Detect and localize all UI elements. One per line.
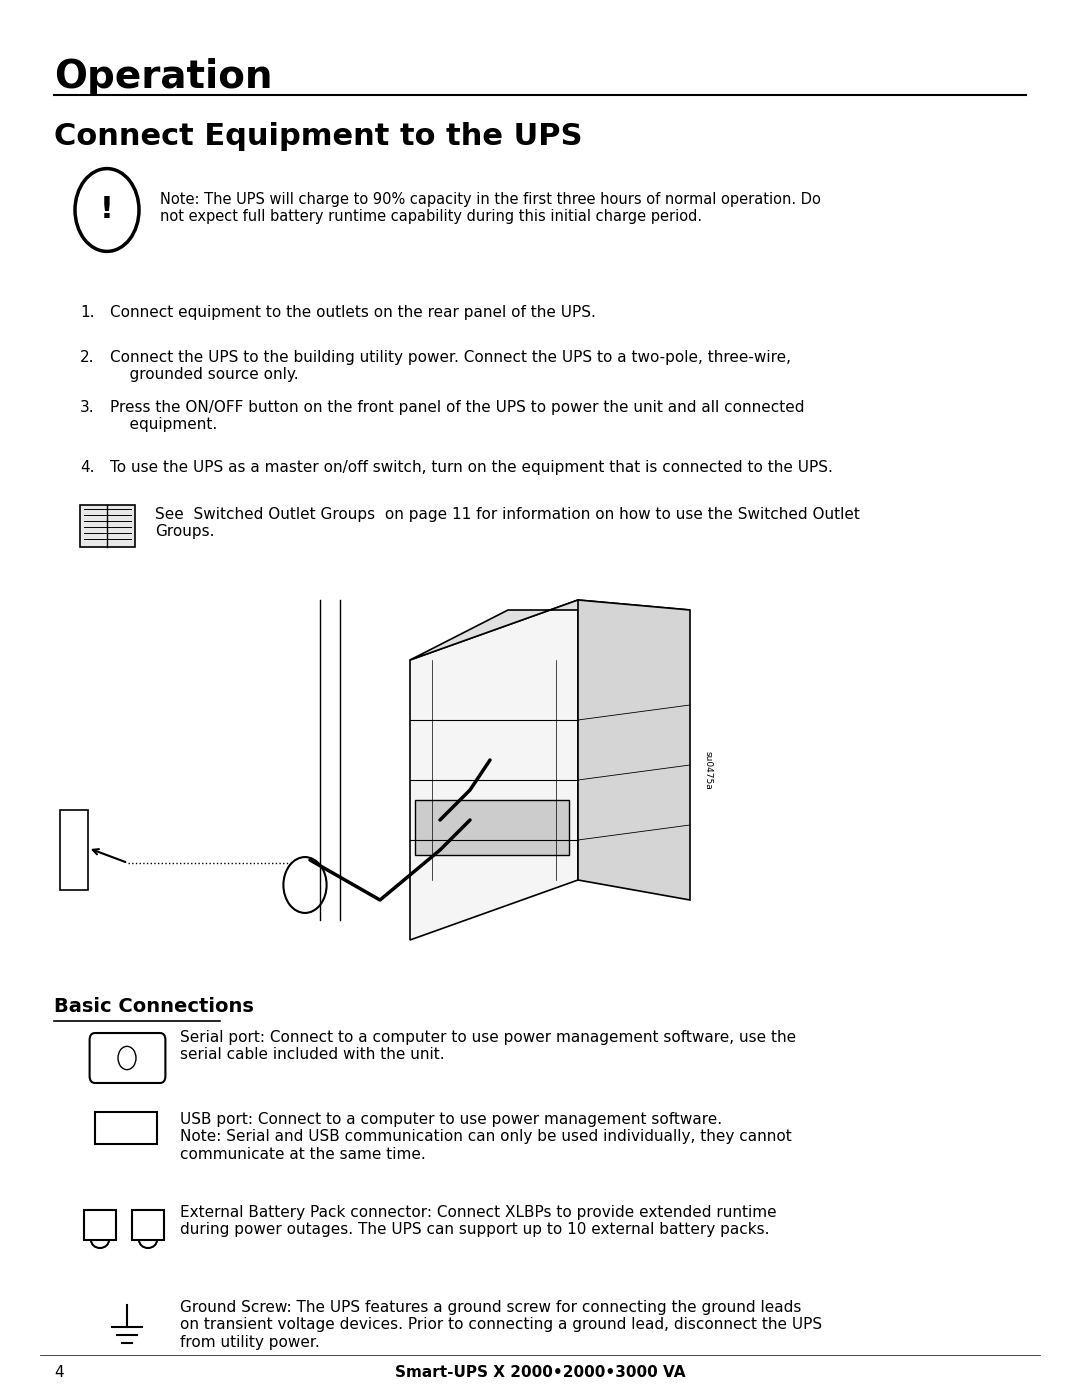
Bar [60, 810, 87, 890]
Bar [84, 1210, 116, 1241]
Text: !: ! [100, 196, 113, 225]
Text: 4: 4 [54, 1365, 64, 1380]
Circle shape [283, 858, 326, 914]
Bar [132, 1210, 164, 1241]
Text: External Battery Pack connector: Connect XLBPs to provide extended runtime
durin: External Battery Pack connector: Connect… [180, 1206, 777, 1238]
Text: 2.: 2. [80, 351, 95, 365]
Text: Connect equipment to the outlets on the rear panel of the UPS.: Connect equipment to the outlets on the … [110, 305, 596, 320]
Text: su0475a: su0475a [703, 750, 713, 789]
Text: Connect the UPS to the building utility power. Connect the UPS to a two-pole, th: Connect the UPS to the building utility … [110, 351, 791, 383]
Text: See  Switched Outlet Groups  on page 11 for information on how to use the Switch: See Switched Outlet Groups on page 11 fo… [156, 507, 860, 539]
Text: Ground Screw: The UPS features a ground screw for connecting the ground leads
on: Ground Screw: The UPS features a ground … [180, 1301, 822, 1350]
Polygon shape [410, 599, 578, 940]
Polygon shape [410, 599, 690, 659]
Circle shape [118, 1046, 136, 1070]
Text: Connect Equipment to the UPS: Connect Equipment to the UPS [54, 122, 582, 151]
Text: Serial port: Connect to a computer to use power management software, use the
ser: Serial port: Connect to a computer to us… [180, 1030, 796, 1062]
FancyBboxPatch shape [80, 504, 135, 548]
Text: Basic Connections: Basic Connections [54, 997, 254, 1016]
Text: 1.: 1. [80, 305, 95, 320]
Bar [415, 800, 569, 855]
Text: 4.: 4. [80, 460, 95, 475]
Text: Note: The UPS will charge to 90% capacity in the first three hours of normal ope: Note: The UPS will charge to 90% capacit… [160, 191, 821, 225]
Text: Press the ON/OFF button on the front panel of the UPS to power the unit and all : Press the ON/OFF button on the front pan… [110, 400, 805, 433]
Text: 3.: 3. [80, 400, 95, 415]
Text: Operation: Operation [54, 59, 272, 96]
Text: Smart-UPS X 2000•2000•3000 VA: Smart-UPS X 2000•2000•3000 VA [395, 1365, 685, 1380]
FancyBboxPatch shape [90, 1032, 165, 1083]
Polygon shape [578, 599, 690, 900]
Text: To use the UPS as a master on/off switch, turn on the equipment that is connecte: To use the UPS as a master on/off switch… [110, 460, 833, 475]
Bar [95, 1112, 157, 1144]
Text: USB port: Connect to a computer to use power management software.
Note: Serial a: USB port: Connect to a computer to use p… [180, 1112, 792, 1162]
